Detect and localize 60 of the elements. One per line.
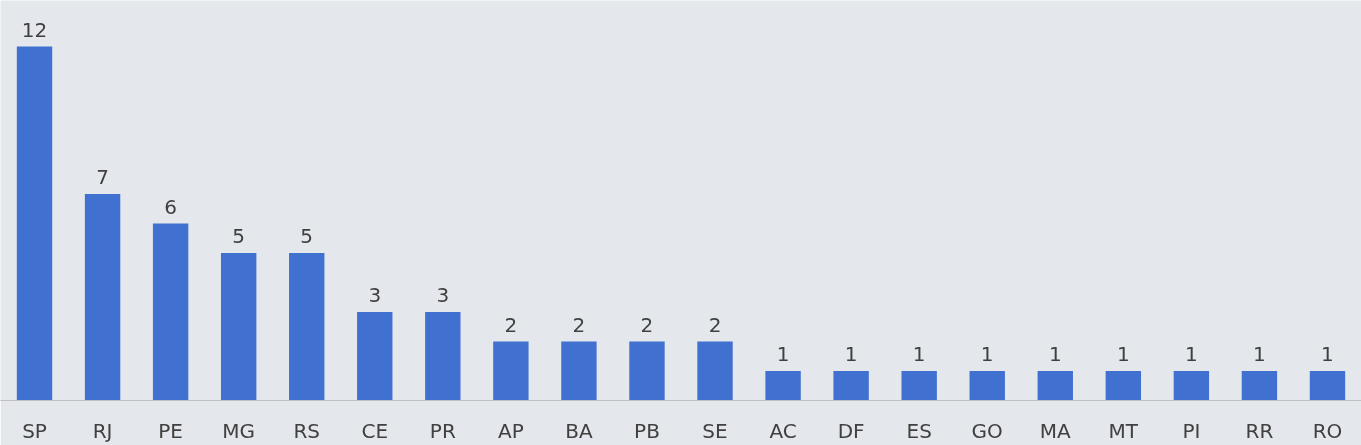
data-label: 1 [1321,342,1334,366]
data-label: 2 [708,312,722,337]
data-label: 1 [912,342,926,366]
x-tick-label: MG [222,418,256,443]
x-tick-label: CE [361,418,389,443]
bar [1105,371,1142,401]
bar [1241,371,1278,401]
bar [16,46,53,401]
x-tick-label: GO [971,418,1003,443]
x-tick-label: RS [293,418,321,443]
bar [561,341,597,401]
bar [901,371,937,401]
data-label: 3 [436,283,450,307]
data-label: 7 [96,165,109,190]
data-label: 1 [1048,342,1062,366]
x-tick-label: AP [498,418,524,443]
x-tick-label: MA [1039,418,1072,443]
data-label: 5 [300,224,314,249]
data-label: 2 [504,312,518,337]
bar [969,371,1005,401]
x-tick-label: DF [837,418,865,443]
x-tick-label: PI [1182,418,1201,443]
x-tick-label: PE [158,418,183,443]
bar [1037,371,1073,401]
x-tick-label: RR [1245,418,1274,443]
data-label: 2 [640,312,654,337]
bar [833,371,869,401]
x-tick-label: SP [22,418,47,443]
data-label: 1 [776,342,790,366]
bar [357,312,393,401]
data-label: 1 [1116,342,1130,366]
data-label: 5 [232,224,246,249]
data-label: 1 [1185,342,1198,366]
x-tick-label: AC [769,418,797,443]
bar [493,341,529,401]
x-tick-label: BA [565,418,593,443]
bar [220,253,257,401]
data-label: 2 [572,312,586,337]
data-label: 1 [1253,342,1266,366]
bar [1309,371,1346,401]
bar [84,194,121,401]
x-tick-label: ES [906,418,932,443]
data-label: 6 [164,194,177,219]
x-tick-label: SE [702,418,728,443]
x-tick-label: PB [634,418,660,443]
x-tick-label: RJ [92,418,113,443]
bar [289,253,325,401]
data-label: 12 [21,17,48,42]
bar [1173,371,1210,401]
data-label: 1 [844,342,858,366]
data-label: 1 [980,342,994,366]
data-label: 3 [368,283,382,307]
x-tick-label: PR [429,418,456,443]
bar [765,371,801,401]
bar [425,312,461,401]
bar [152,223,189,401]
x-tick-label: MT [1108,418,1139,443]
bar [629,341,665,401]
bar [697,341,733,401]
x-tick-label: RO [1312,418,1343,443]
